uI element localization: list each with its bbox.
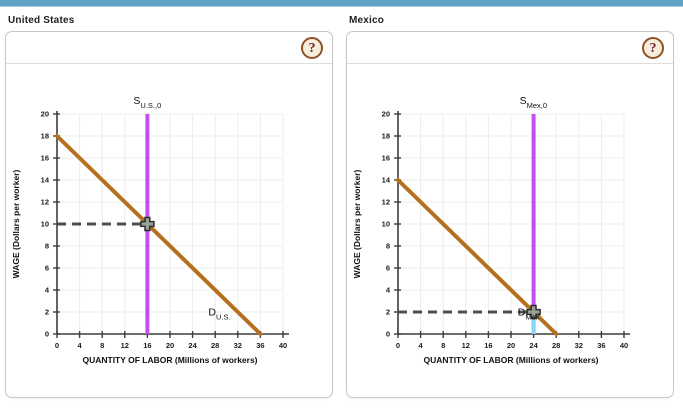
x-tick-label: 8	[100, 341, 104, 350]
y-tick-label: 6	[386, 264, 390, 273]
y-tick-label: 4	[45, 286, 50, 295]
column-united-states: United States ? 0 4 8 12 16 20 24 28 32 36 40 0 2 4 6 8…	[5, 7, 333, 398]
x-tick-label: 28	[211, 341, 219, 350]
panel-header: ?	[6, 32, 332, 64]
x-tick-label: 40	[279, 341, 287, 350]
chart-body: 0 4 8 12 16 20 24 28 32 36 40 0 2 4 6 8 10 12 14 16 18 20 QUAN…	[347, 64, 673, 390]
x-tick-label: 4	[419, 341, 424, 350]
x-axis-title: QUANTITY OF LABOR (Millions of workers)	[82, 355, 257, 365]
y-axis-title: WAGE (Dollars per worker)	[352, 170, 362, 279]
x-tick-label: 24	[529, 341, 538, 350]
panel-title-united-states: United States	[8, 15, 75, 26]
x-tick-label: 36	[256, 341, 264, 350]
y-tick-label: 6	[45, 264, 49, 273]
y-tick-label: 14	[382, 176, 391, 185]
x-tick-label: 8	[441, 341, 445, 350]
x-tick-label: 24	[188, 341, 197, 350]
demand-curve	[55, 134, 263, 336]
y-tick-label: 16	[382, 154, 390, 163]
x-tick-label: 16	[143, 341, 151, 350]
x-tick-label: 0	[396, 341, 400, 350]
y-tick-label: 12	[41, 198, 49, 207]
x-tick-label: 0	[55, 341, 59, 350]
x-tick-label: 20	[166, 341, 174, 350]
y-tick-label: 18	[382, 132, 390, 141]
x-tick-label: 16	[484, 341, 492, 350]
x-tick-label: 20	[507, 341, 515, 350]
y-tick-label: 0	[386, 330, 390, 339]
y-tick-label: 12	[382, 198, 390, 207]
chart-panel-united-states: ? 0 4 8 12 16 20 24 28 32 36 40 0 2 4 6 8 10 12 14 16 18 20 QU…	[5, 31, 333, 398]
equilibrium-drag-handle[interactable]	[140, 216, 155, 232]
help-button[interactable]: ?	[642, 36, 664, 59]
chart-body: 0 4 8 12 16 20 24 28 32 36 40 0 2 4 6 8 10 12 14 16 18 20 QUAN…	[6, 64, 332, 390]
x-tick-label: 28	[552, 341, 560, 350]
x-tick-label: 12	[462, 341, 470, 350]
x-tick-label: 32	[234, 341, 242, 350]
panel-header: ?	[347, 32, 673, 64]
y-tick-label: 10	[382, 220, 390, 229]
help-button[interactable]: ?	[301, 36, 323, 59]
y-tick-label: 18	[41, 132, 49, 141]
y-tick-label: 20	[41, 110, 49, 119]
x-tick-label: 36	[597, 341, 605, 350]
top-accent-bar	[0, 0, 683, 7]
y-tick-label: 2	[45, 308, 49, 317]
chart-panel-mexico: ? 0 4 8 12 16 20 24 28 32 36 40 0 2 4 6 8 10 12 14 16 18 20 QU…	[346, 31, 674, 398]
y-tick-label: 8	[45, 242, 49, 251]
y-axis-title: WAGE (Dollars per worker)	[11, 170, 21, 279]
demand-curve-label: DU.S.	[208, 306, 230, 321]
demand-curve	[396, 178, 559, 336]
supply-curve-label: SU.S.,0	[133, 95, 161, 110]
y-tick-label: 2	[386, 308, 390, 317]
y-tick-label: 4	[386, 286, 391, 295]
charts-row: United States ? 0 4 8 12 16 20 24 28 32 36 40 0 2 4 6 8…	[0, 7, 683, 398]
equilibrium-drag-handle[interactable]	[526, 304, 541, 320]
demand-curve-label: DMex	[518, 306, 540, 321]
y-tick-label: 14	[41, 176, 50, 185]
labor-market-chart-us: 0 4 8 12 16 20 24 28 32 36 4002468101214161820QUAN…	[11, 95, 289, 365]
y-tick-label: 10	[41, 220, 49, 229]
column-mexico: Mexico ? 0 4 8 12 16 20 24 28 32 36 40 0 2 4 6 8 10 12 14 1…	[346, 7, 674, 398]
y-tick-label: 20	[382, 110, 390, 119]
y-tick-label: 16	[41, 154, 49, 163]
x-tick-label: 12	[121, 341, 129, 350]
y-tick-label: 8	[386, 242, 390, 251]
panel-title-mexico: Mexico	[349, 15, 385, 26]
x-axis-title: QUANTITY OF LABOR (Millions of workers)	[423, 355, 598, 365]
x-tick-label: 40	[620, 341, 628, 350]
labor-market-chart-mexico: 0 4 8 12 16 20 24 28 32 36 4002468101214161820QUAN…	[352, 95, 630, 365]
x-tick-label: 32	[575, 341, 583, 350]
supply-curve-label: SMex,0	[520, 95, 547, 110]
x-tick-label: 4	[78, 341, 83, 350]
y-tick-label: 0	[45, 330, 49, 339]
